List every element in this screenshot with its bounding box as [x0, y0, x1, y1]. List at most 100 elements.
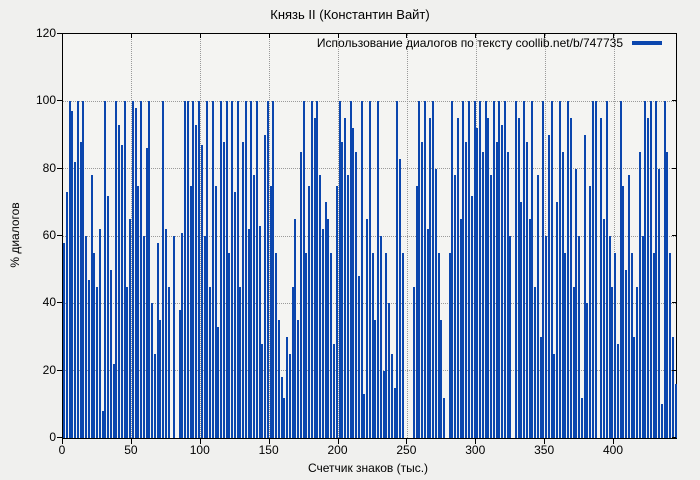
- x-tick-label: 0: [58, 443, 66, 457]
- x-axis-label: Счетчик знаков (тыс.): [307, 461, 429, 475]
- axis-tick: [406, 439, 408, 444]
- bar: [534, 286, 537, 438]
- axis-tick: [337, 34, 339, 38]
- bar: [536, 175, 539, 438]
- bar: [277, 320, 280, 438]
- bar: [71, 111, 74, 438]
- bar: [611, 286, 614, 438]
- bar: [379, 236, 382, 438]
- bar: [456, 118, 459, 438]
- bar: [542, 101, 545, 438]
- bar: [134, 108, 137, 438]
- bar: [244, 101, 247, 438]
- axis-tick: [62, 34, 63, 38]
- bar: [148, 101, 151, 438]
- bar: [636, 286, 639, 438]
- bar: [432, 101, 435, 438]
- axis-tick: [672, 167, 676, 169]
- bar: [118, 124, 121, 438]
- bar: [313, 118, 316, 438]
- bar: [68, 101, 71, 438]
- bar: [465, 141, 468, 438]
- bar: [162, 101, 165, 438]
- bar: [564, 252, 567, 438]
- bar: [142, 236, 145, 438]
- axis-tick: [57, 302, 62, 304]
- bar: [418, 101, 421, 438]
- y-tick-label: 60: [42, 228, 56, 242]
- bar: [429, 118, 432, 438]
- bar: [412, 286, 415, 438]
- bar: [85, 236, 88, 438]
- bar: [462, 101, 465, 438]
- bar: [239, 286, 242, 438]
- bar: [352, 128, 355, 438]
- bar: [630, 252, 633, 438]
- bar: [479, 101, 481, 438]
- bar: [255, 101, 258, 438]
- bar: [181, 232, 184, 438]
- bar: [115, 101, 118, 438]
- bar: [578, 236, 581, 438]
- x-tick-label: 350: [534, 443, 555, 457]
- bar: [374, 320, 377, 438]
- bar: [269, 185, 272, 438]
- bar: [327, 219, 330, 438]
- bar: [341, 141, 344, 438]
- axis-tick: [268, 439, 270, 444]
- bar: [192, 101, 195, 438]
- bar: [545, 236, 548, 438]
- bar: [305, 252, 308, 438]
- bar: [647, 118, 650, 438]
- bar: [550, 101, 553, 438]
- axis-tick: [672, 369, 676, 371]
- bar: [473, 101, 476, 438]
- bar: [652, 252, 655, 438]
- bar: [346, 175, 349, 438]
- bar: [503, 101, 506, 438]
- bar: [197, 101, 200, 438]
- bar: [231, 101, 234, 438]
- bar: [415, 185, 418, 438]
- axis-tick: [672, 437, 676, 438]
- chart-title: Князь II (Константин Вайт): [270, 7, 430, 22]
- bar: [393, 387, 396, 438]
- bar: [220, 101, 223, 438]
- bar: [641, 236, 644, 438]
- axis-tick: [475, 439, 477, 444]
- bar: [275, 252, 278, 438]
- bar: [517, 118, 520, 438]
- bar: [572, 286, 575, 438]
- bar: [266, 101, 269, 438]
- bar: [261, 343, 264, 438]
- bar: [421, 141, 424, 438]
- bar: [594, 101, 597, 438]
- bar: [250, 101, 253, 438]
- bar: [357, 276, 360, 438]
- axis-tick: [268, 34, 270, 38]
- bar: [211, 101, 214, 438]
- bar: [247, 229, 250, 438]
- bar: [242, 141, 245, 438]
- bar: [523, 101, 526, 438]
- bar: [253, 175, 256, 438]
- bar: [65, 192, 68, 438]
- bar: [344, 118, 347, 438]
- axis-tick: [475, 34, 477, 38]
- bar: [514, 101, 517, 438]
- bar: [399, 158, 402, 438]
- bar: [203, 236, 206, 438]
- bar: [440, 320, 443, 438]
- bar: [567, 101, 570, 438]
- bar: [184, 101, 187, 438]
- bar: [126, 286, 129, 438]
- y-tick-label: 0: [49, 430, 56, 444]
- bar: [90, 175, 93, 438]
- bar: [349, 101, 352, 438]
- bar: [233, 192, 236, 438]
- bar: [602, 219, 605, 438]
- bar: [553, 353, 556, 438]
- bar: [401, 252, 404, 438]
- bar: [129, 219, 132, 438]
- bar: [123, 101, 126, 438]
